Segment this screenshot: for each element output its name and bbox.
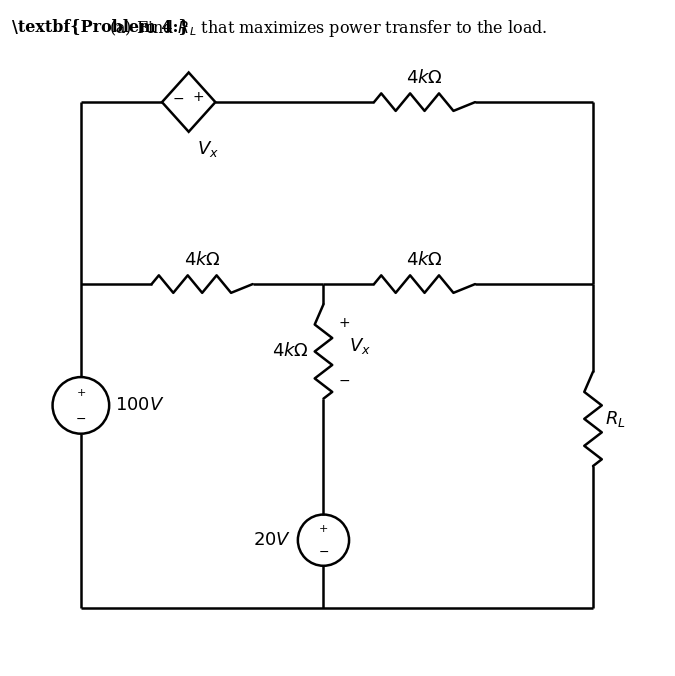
Text: $-$: $-$ [318,545,329,558]
Text: $-$: $-$ [76,412,86,425]
Text: $V_x$: $V_x$ [349,336,371,356]
Text: (a) Find $R_L$ that maximizes power transfer to the load.: (a) Find $R_L$ that maximizes power tran… [109,18,548,39]
Text: $4k\Omega$: $4k\Omega$ [406,70,443,87]
Text: $+$: $+$ [319,523,329,534]
Text: $4k\Omega$: $4k\Omega$ [272,343,308,360]
Text: $-$: $-$ [172,91,184,104]
Text: $+$: $+$ [338,316,350,330]
Text: $4k\Omega$: $4k\Omega$ [406,251,443,269]
Text: $-$: $-$ [338,372,350,387]
Text: \textbf{Problem 4:}: \textbf{Problem 4:} [12,18,189,35]
Text: $V_x$: $V_x$ [197,139,219,159]
Text: $R_L$: $R_L$ [605,409,626,429]
Text: $+$: $+$ [76,387,86,398]
Text: $20V$: $20V$ [253,531,291,549]
Text: $100V$: $100V$ [115,396,164,414]
Text: $4k\Omega$: $4k\Omega$ [184,251,221,269]
Text: $+$: $+$ [192,91,204,104]
